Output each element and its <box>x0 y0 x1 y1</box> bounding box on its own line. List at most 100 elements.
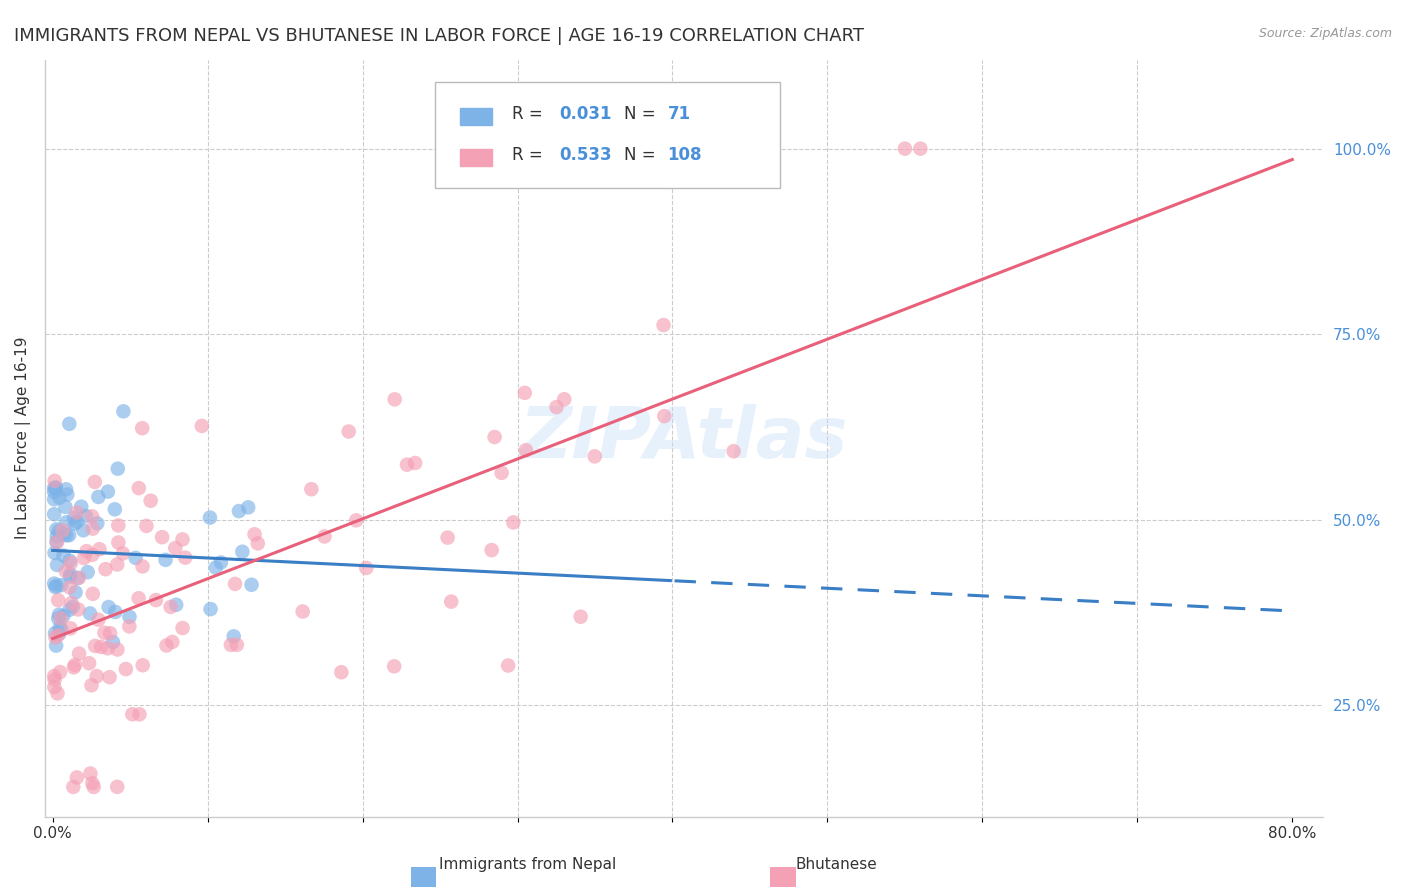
Point <box>80 678 103 692</box>
Text: Bhutanese: Bhutanese <box>796 857 877 872</box>
Point <box>84 639 107 653</box>
Point <box>118 619 141 633</box>
Point <box>48 491 70 505</box>
Point <box>45 480 67 494</box>
Point <box>66 771 89 785</box>
Point <box>89 542 111 557</box>
Point <box>112 404 135 418</box>
Text: R =: R = <box>512 146 547 164</box>
Point <box>105 642 128 657</box>
Point <box>139 493 162 508</box>
Point <box>337 425 360 439</box>
Point <box>44 507 66 521</box>
Point <box>83 780 105 794</box>
Point <box>219 638 242 652</box>
Point <box>59 556 82 570</box>
Point <box>107 461 129 475</box>
Point <box>87 490 110 504</box>
Point <box>48 621 70 635</box>
Point <box>107 518 129 533</box>
Point <box>82 548 104 562</box>
Point <box>198 510 221 524</box>
Point <box>107 535 129 549</box>
Point <box>77 656 100 670</box>
Point <box>46 628 69 642</box>
Point <box>48 607 70 622</box>
Point <box>45 529 67 543</box>
FancyBboxPatch shape <box>434 82 780 188</box>
Point <box>128 707 150 722</box>
Point <box>59 567 82 582</box>
Point <box>356 561 378 575</box>
Point <box>67 571 90 585</box>
Point <box>436 531 458 545</box>
Point <box>60 596 83 610</box>
Point <box>204 560 226 574</box>
Point <box>52 549 75 563</box>
Point <box>44 481 66 495</box>
Point <box>553 392 575 407</box>
Point <box>63 516 86 531</box>
Point <box>105 780 128 794</box>
Text: Source: ZipAtlas.com: Source: ZipAtlas.com <box>1258 27 1392 40</box>
Point <box>79 766 101 780</box>
Point <box>59 580 82 594</box>
Point <box>52 609 75 624</box>
Point <box>105 558 128 572</box>
Point <box>44 680 66 694</box>
Point <box>82 522 104 536</box>
Point <box>440 594 463 608</box>
Point <box>150 530 173 544</box>
Text: R =: R = <box>512 105 547 123</box>
Point <box>652 409 675 424</box>
Point <box>222 629 245 643</box>
Point <box>49 578 72 592</box>
Point <box>191 419 214 434</box>
Point <box>87 613 110 627</box>
Point <box>59 569 82 583</box>
Point <box>97 641 120 656</box>
Point <box>93 625 115 640</box>
Point <box>72 524 94 538</box>
Point <box>496 658 519 673</box>
Point <box>118 610 141 624</box>
Point <box>172 533 194 547</box>
Point <box>172 621 194 635</box>
Point <box>97 484 120 499</box>
Point <box>44 576 66 591</box>
Point <box>652 318 675 332</box>
FancyBboxPatch shape <box>460 108 492 125</box>
Point <box>209 556 232 570</box>
Point <box>44 673 66 687</box>
Point <box>53 500 76 514</box>
Point <box>55 516 77 530</box>
Point <box>62 660 84 674</box>
Point <box>155 639 177 653</box>
Point <box>174 550 197 565</box>
Point <box>90 640 112 654</box>
Point <box>104 502 127 516</box>
Point <box>481 543 503 558</box>
Point <box>67 647 90 661</box>
Point <box>58 417 80 431</box>
Point <box>46 535 69 549</box>
Point <box>894 142 917 156</box>
Point <box>55 528 77 542</box>
Point <box>162 635 184 649</box>
Point <box>491 466 513 480</box>
Point <box>502 516 524 530</box>
Point <box>98 626 121 640</box>
Point <box>44 631 66 645</box>
Point <box>59 621 82 635</box>
Point <box>243 527 266 541</box>
Point <box>583 450 606 464</box>
Point <box>121 707 143 722</box>
Point <box>299 482 322 496</box>
Point <box>314 529 336 543</box>
Point <box>246 536 269 550</box>
Point <box>104 605 127 619</box>
Point <box>83 475 105 489</box>
Point <box>515 443 537 458</box>
Point <box>131 559 153 574</box>
Point <box>910 142 932 156</box>
